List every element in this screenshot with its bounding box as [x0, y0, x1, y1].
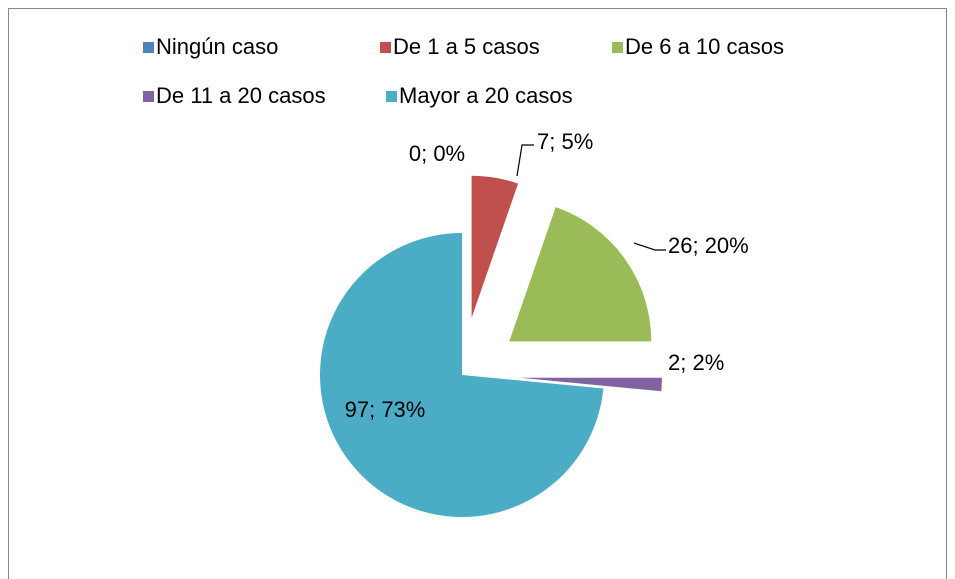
pie-slice [509, 207, 652, 342]
legend-label: Ningún caso [156, 34, 278, 59]
leader-lines [516, 144, 666, 251]
legend-label: De 6 a 10 casos [625, 34, 784, 59]
data-label: 7; 5% [537, 129, 593, 154]
leader-line [633, 242, 666, 251]
pie-slice [471, 175, 519, 318]
legend-swatch [612, 42, 623, 53]
legend-swatch [380, 42, 391, 53]
pie-slice [319, 233, 604, 517]
leader-line [516, 144, 534, 177]
legend-label: De 11 a 20 casos [156, 83, 326, 108]
legend-swatch [143, 42, 154, 53]
data-label: 0; 0% [409, 141, 465, 166]
data-label: 26; 20% [668, 233, 749, 258]
pie-slice [519, 377, 662, 392]
legend-label: De 1 a 5 casos [393, 34, 540, 59]
data-label: 97; 73% [345, 397, 426, 422]
legend-swatch [386, 91, 397, 102]
legend-swatch [143, 91, 154, 102]
legend-label: Mayor a 20 casos [399, 83, 573, 108]
data-label: 2; 2% [668, 350, 724, 375]
